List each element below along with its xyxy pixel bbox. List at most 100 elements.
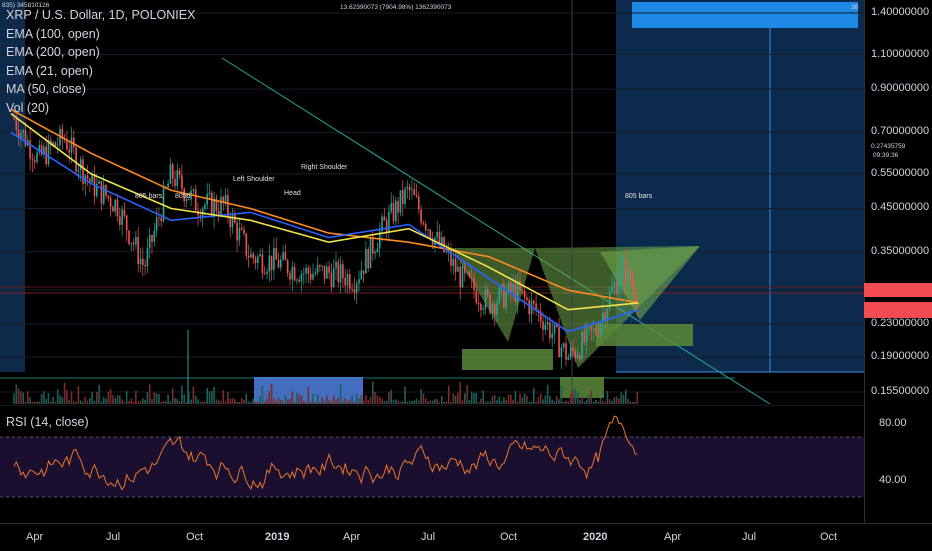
- candle-body: [480, 303, 482, 310]
- candle-body: [422, 222, 425, 225]
- candle-body: [562, 343, 565, 348]
- volume-bar: [579, 399, 581, 404]
- volume-bar: [445, 401, 448, 404]
- candle-body: [151, 235, 153, 242]
- symbol-title[interactable]: XRP / U.S. Dollar, 1D, POLONIEX: [6, 8, 196, 22]
- rsi-pane[interactable]: [0, 405, 864, 523]
- candle-body: [606, 309, 609, 322]
- volume-bar: [13, 393, 15, 404]
- volume-bar: [323, 400, 326, 404]
- annotation-bars-left-a: 805 bars,: [135, 193, 165, 200]
- volume-bar: [119, 395, 121, 404]
- volume-bar: [238, 401, 241, 404]
- target-box-blue: [632, 2, 858, 28]
- candle-body: [224, 195, 227, 203]
- candle-body: [558, 327, 560, 358]
- volume-bar: [480, 398, 482, 404]
- candle-body: [436, 231, 438, 238]
- volume-bar: [399, 401, 402, 404]
- volume-bar: [201, 401, 204, 404]
- indicator-legend: XRP / U.S. Dollar, 1D, POLONIEX EMA (100…: [6, 6, 195, 117]
- volume-bar: [328, 400, 330, 404]
- legend-vol-20[interactable]: Vol (20): [6, 100, 50, 115]
- volume-bar: [75, 401, 77, 404]
- candle-body: [102, 184, 105, 204]
- candle-body: [328, 266, 330, 273]
- candle-body: [227, 195, 229, 217]
- candle-body: [355, 283, 358, 293]
- rsi-title[interactable]: RSI (14, close): [6, 415, 89, 429]
- volume-bar: [27, 391, 29, 404]
- candle-body: [208, 192, 211, 195]
- volume-bar: [353, 401, 356, 404]
- candle-body: [358, 279, 360, 284]
- candle-body: [519, 281, 521, 291]
- ema-200-line: [10, 131, 639, 333]
- time-tick-label: Jul: [106, 531, 121, 543]
- candle-body: [79, 159, 82, 170]
- volume-bar: [289, 398, 291, 404]
- candle-body: [533, 300, 535, 304]
- time-tick-label: Apr: [343, 531, 361, 543]
- volume-bar: [213, 386, 215, 404]
- volume-bar: [40, 394, 43, 404]
- target-box-green-3: [560, 377, 604, 398]
- volume-bar: [266, 398, 268, 404]
- volume-bar: [174, 398, 176, 404]
- candle-body: [493, 304, 496, 315]
- candle-body: [56, 145, 59, 146]
- candle-body: [167, 183, 169, 188]
- price-chart[interactable]: [0, 0, 864, 404]
- legend-ema-21[interactable]: EMA (21, open): [6, 63, 93, 78]
- candle-body: [505, 292, 507, 308]
- candle-body: [473, 278, 475, 291]
- volume-bar: [581, 397, 583, 404]
- volume-bar: [319, 401, 321, 404]
- volume-bar: [424, 398, 427, 404]
- candle-body: [615, 282, 618, 294]
- legend-ema-200[interactable]: EMA (200, open): [6, 45, 100, 59]
- price-axis[interactable]: 1.40000000 1.10000000 0.90000000 0.70000000…: [864, 0, 932, 523]
- legend-ma-50[interactable]: MA (50, close): [6, 82, 86, 96]
- volume-bar: [224, 401, 227, 404]
- volume-bar: [79, 400, 82, 404]
- volume-bar: [516, 401, 519, 404]
- time-tick-label: Oct: [500, 531, 518, 543]
- candle-body: [510, 282, 512, 292]
- volume-bar: [100, 401, 103, 404]
- volume-bar: [355, 393, 358, 404]
- candle-body: [89, 178, 91, 183]
- candle-body: [298, 279, 300, 282]
- price-tag-lower: [864, 302, 932, 318]
- volume-bar: [470, 391, 473, 404]
- time-axis[interactable]: Apr Jul Oct 2019 Apr Jul Oct 2020 Apr Jul Oct: [0, 523, 932, 551]
- candle-body: [128, 230, 130, 244]
- volume-bar: [86, 400, 89, 404]
- candle-body: [611, 287, 613, 293]
- volume-bar: [528, 401, 530, 404]
- candle-body: [512, 283, 514, 292]
- volume-bar: [339, 384, 342, 404]
- volume-bar: [31, 401, 34, 404]
- candle-body: [381, 216, 383, 231]
- candle-body: [123, 209, 126, 216]
- pattern-triangle-1: [452, 248, 535, 342]
- candle-body: [61, 128, 64, 139]
- volume-bar: [208, 391, 211, 404]
- volume-bar: [50, 401, 52, 404]
- candle-body: [342, 264, 344, 278]
- last-price-label: 0.27435759: [871, 143, 906, 150]
- volume-bar: [167, 394, 169, 404]
- trendline-descending: [221, 57, 771, 404]
- volume-bar: [63, 382, 66, 404]
- candle-body: [77, 169, 80, 172]
- volume-bar: [372, 381, 374, 404]
- candle-body: [496, 302, 498, 315]
- price-tick-label: 1.40000000: [871, 6, 930, 18]
- candle-body: [15, 118, 18, 130]
- volume-bar: [162, 400, 165, 404]
- candle-body: [326, 266, 328, 279]
- candle-body: [245, 233, 248, 256]
- legend-ema-100[interactable]: EMA (100, open): [6, 26, 100, 41]
- volume-bar: [125, 391, 128, 404]
